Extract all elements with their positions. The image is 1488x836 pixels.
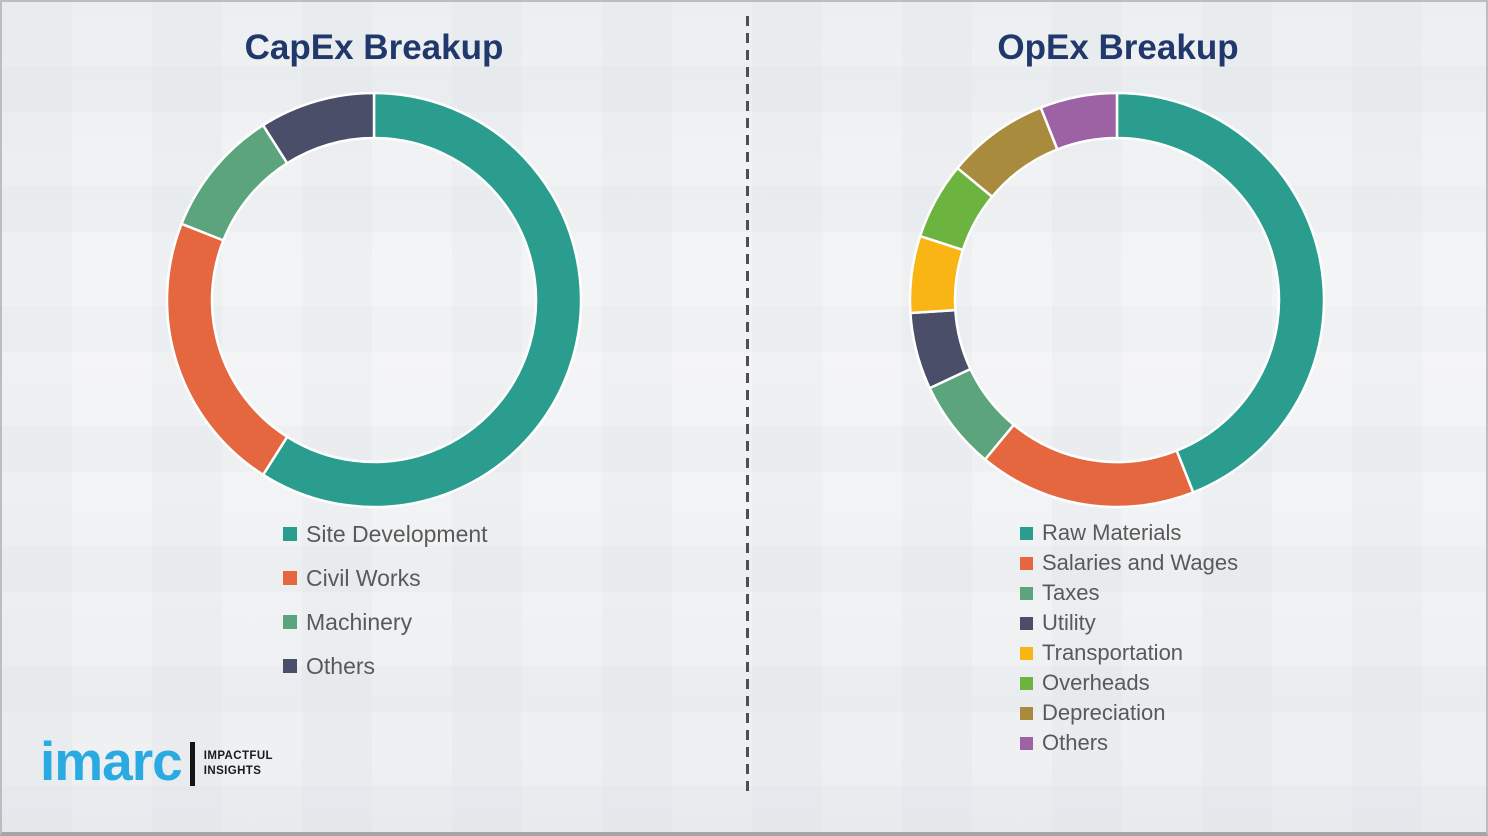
legend-swatch-others	[283, 659, 297, 673]
legend-item-salaries-and-wages: Salaries and Wages	[1020, 548, 1238, 578]
legend-swatch-machinery	[283, 615, 297, 629]
capex-legend: Site Development Civil Works Machinery Othe…	[283, 512, 488, 688]
legend-swatch-raw-materials	[1020, 526, 1033, 540]
imarc-logo: imarc IMPACTFUL INSIGHTS	[40, 730, 273, 792]
logo-tagline-line2: INSIGHTS	[203, 764, 262, 777]
logo-tagline-line1: IMPACTFUL	[203, 749, 273, 762]
legend-label-others: Others	[1042, 730, 1109, 755]
legend-swatch-transportation	[1020, 646, 1033, 660]
legend-label-salaries-and-wages: Salaries and Wages	[1042, 550, 1239, 575]
legend-item-machinery: Machinery	[283, 600, 488, 644]
legend-item-depreciation: Depreciation	[1020, 698, 1238, 728]
legend-swatch-others	[1020, 736, 1033, 750]
donut-segment-civil-works	[165, 222, 289, 477]
opex-title: OpEx Breakup	[997, 28, 1239, 67]
legend-swatch-civil-works	[283, 571, 297, 585]
legend-label-depreciation: Depreciation	[1042, 700, 1166, 725]
panel-divider-dashed-line	[746, 16, 749, 794]
legend-item-overheads: Overheads	[1020, 668, 1238, 698]
legend-label-transportation: Transportation	[1042, 640, 1184, 665]
legend-swatch-utility	[1020, 616, 1033, 630]
legend-label-machinery: Machinery	[306, 608, 413, 635]
donut-segment-salaries-and-wages	[983, 423, 1195, 509]
legend-item-raw-materials: Raw Materials	[1020, 518, 1238, 548]
legend-swatch-taxes	[1020, 586, 1033, 600]
legend-label-civil-works: Civil Works	[306, 564, 421, 591]
donut-segment-others	[261, 91, 376, 165]
capex-donut-chart	[165, 91, 583, 509]
imarc-wordmark: imarc	[40, 730, 183, 792]
donut-segment-site-development	[261, 91, 583, 509]
legend-item-site-development: Site Development	[283, 512, 488, 556]
legend-swatch-overheads	[1020, 676, 1033, 690]
logo-divider-bar	[189, 741, 195, 786]
legend-label-site-development: Site Development	[306, 520, 488, 547]
legend-label-utility: Utility	[1042, 610, 1096, 635]
donut-segment-machinery	[180, 123, 289, 242]
legend-item-taxes: Taxes	[1020, 578, 1238, 608]
legend-label-raw-materials: Raw Materials	[1042, 520, 1182, 545]
legend-item-transportation: Transportation	[1020, 638, 1238, 668]
capex-title: CapEx Breakup	[244, 28, 504, 67]
legend-item-civil-works: Civil Works	[283, 556, 488, 600]
opex-donut-chart	[908, 91, 1326, 509]
capex-panel: CapEx Breakup Site Development Civil Work…	[2, 2, 746, 832]
opex-legend: Raw Materials Salaries and Wages Taxes Util…	[1020, 518, 1238, 758]
legend-label-others: Others	[306, 652, 376, 679]
legend-item-others: Others	[283, 644, 488, 688]
legend-label-overheads: Overheads	[1042, 670, 1150, 695]
legend-item-others: Others	[1020, 728, 1238, 758]
legend-item-utility: Utility	[1020, 608, 1238, 638]
legend-swatch-salaries-and-wages	[1020, 556, 1033, 570]
legend-swatch-site-development	[283, 527, 297, 541]
donut-segment-others	[1039, 91, 1119, 151]
donut-segment-raw-materials	[1115, 91, 1326, 494]
legend-swatch-depreciation	[1020, 706, 1033, 720]
opex-panel: OpEx Breakup Raw Materials Salaries and W…	[746, 2, 1486, 832]
logo-tagline: IMPACTFUL INSIGHTS	[204, 749, 273, 779]
legend-label-taxes: Taxes	[1042, 580, 1100, 605]
